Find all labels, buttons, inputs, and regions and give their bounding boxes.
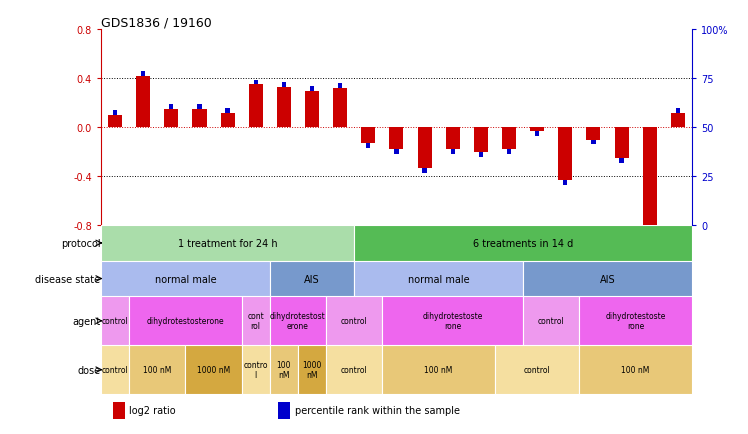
Bar: [270, 296, 326, 345]
Text: control: control: [524, 365, 551, 375]
Bar: [355, 226, 692, 261]
Bar: [675, 108, 680, 113]
Bar: [101, 226, 355, 261]
Text: control: control: [341, 316, 367, 326]
Bar: [326, 345, 382, 394]
Text: normal male: normal male: [408, 274, 470, 284]
Bar: [282, 83, 286, 88]
Bar: [101, 296, 129, 345]
Bar: [592, 140, 595, 145]
Text: dihydrotestoste
rone: dihydrotestoste rone: [605, 311, 666, 331]
Text: agent: agent: [72, 316, 100, 326]
Bar: [129, 296, 242, 345]
Bar: [648, 228, 652, 233]
Bar: [310, 86, 314, 92]
Bar: [248, 85, 263, 128]
Bar: [479, 152, 483, 157]
Bar: [242, 345, 270, 394]
Bar: [530, 128, 545, 132]
Bar: [473, 128, 488, 152]
Bar: [129, 345, 186, 394]
Bar: [619, 158, 624, 163]
Text: 100 nM: 100 nM: [424, 365, 453, 375]
Text: dihydrotestost
erone: dihydrotestost erone: [270, 311, 326, 331]
Text: dihydrotestoste
rone: dihydrotestoste rone: [423, 311, 483, 331]
Bar: [390, 128, 403, 150]
Bar: [382, 345, 495, 394]
Text: 100 nM: 100 nM: [622, 365, 650, 375]
Bar: [197, 105, 201, 110]
Bar: [270, 345, 298, 394]
Bar: [671, 113, 685, 128]
Text: control: control: [102, 365, 129, 375]
Bar: [558, 128, 572, 181]
Bar: [141, 72, 145, 77]
Bar: [101, 261, 270, 296]
Text: AIS: AIS: [600, 274, 616, 284]
Bar: [580, 345, 692, 394]
Bar: [355, 261, 523, 296]
Text: 6 treatments in 14 d: 6 treatments in 14 d: [473, 238, 573, 248]
Text: 1 treatment for 24 h: 1 treatment for 24 h: [178, 238, 278, 248]
Bar: [136, 77, 150, 128]
Bar: [270, 261, 355, 296]
Bar: [502, 128, 516, 150]
Text: log2 ratio: log2 ratio: [129, 405, 176, 415]
Bar: [278, 402, 290, 419]
Bar: [523, 261, 692, 296]
Bar: [326, 296, 382, 345]
Bar: [423, 168, 426, 173]
Bar: [277, 88, 291, 128]
Text: dose: dose: [77, 365, 100, 375]
Text: AIS: AIS: [304, 274, 320, 284]
Bar: [221, 113, 235, 128]
Bar: [333, 89, 347, 128]
Bar: [165, 110, 178, 128]
Text: 100
nM: 100 nM: [277, 360, 291, 379]
Bar: [113, 111, 117, 116]
Bar: [450, 150, 455, 155]
Bar: [495, 345, 580, 394]
Bar: [108, 116, 122, 128]
Bar: [507, 150, 511, 155]
Text: control: control: [341, 365, 367, 375]
Bar: [338, 84, 343, 89]
Bar: [586, 128, 601, 140]
Bar: [169, 105, 174, 110]
Text: normal male: normal male: [155, 274, 216, 284]
Bar: [186, 345, 242, 394]
Bar: [523, 296, 580, 345]
Bar: [113, 402, 125, 419]
Bar: [305, 92, 319, 128]
Bar: [367, 144, 370, 149]
Bar: [580, 296, 692, 345]
Bar: [382, 296, 523, 345]
Bar: [446, 128, 460, 150]
Text: cont
rol: cont rol: [248, 311, 264, 331]
Text: percentile rank within the sample: percentile rank within the sample: [295, 405, 460, 415]
Bar: [417, 128, 432, 168]
Bar: [615, 128, 628, 158]
Bar: [535, 132, 539, 137]
Text: dihydrotestosterone: dihydrotestosterone: [147, 316, 224, 326]
Text: contro
l: contro l: [244, 360, 268, 379]
Bar: [563, 181, 568, 185]
Text: GDS1836 / 19160: GDS1836 / 19160: [101, 16, 212, 29]
Bar: [192, 110, 206, 128]
Bar: [254, 80, 258, 85]
Bar: [361, 128, 375, 144]
Bar: [242, 296, 270, 345]
Text: control: control: [102, 316, 129, 326]
Text: 100 nM: 100 nM: [143, 365, 171, 375]
Bar: [394, 150, 399, 155]
Bar: [101, 345, 129, 394]
Text: 1000
nM: 1000 nM: [302, 360, 322, 379]
Bar: [225, 108, 230, 113]
Bar: [643, 128, 657, 228]
Bar: [298, 345, 326, 394]
Text: 1000 nM: 1000 nM: [197, 365, 230, 375]
Text: control: control: [538, 316, 565, 326]
Text: protocol: protocol: [61, 238, 100, 248]
Text: disease state: disease state: [35, 274, 100, 284]
